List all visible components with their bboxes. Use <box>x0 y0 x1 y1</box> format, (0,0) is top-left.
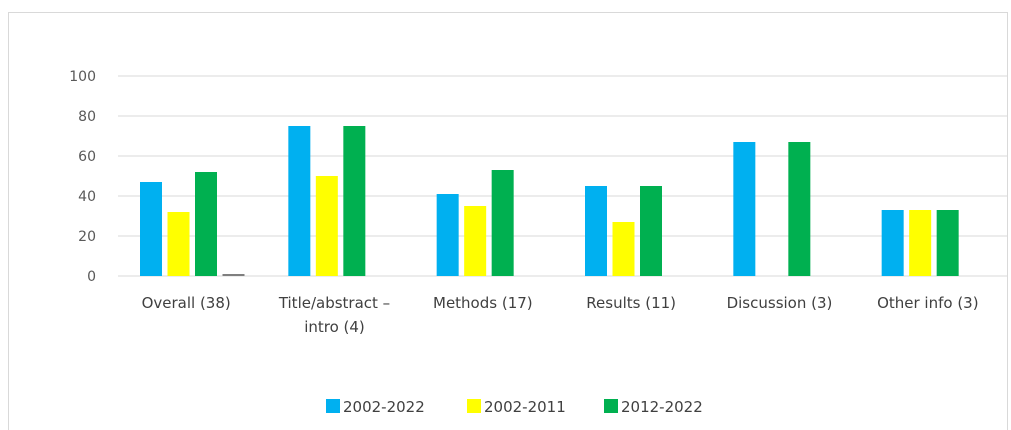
bar-2002-2022-4 <box>733 142 756 276</box>
x-category-label: Overall (38) <box>142 294 231 312</box>
y-axis: 0 20 40 60 80 100 <box>69 69 96 285</box>
bar-2002-2011-5 <box>909 210 932 276</box>
bar-2002-2022-1 <box>288 126 311 276</box>
x-category-label: intro (4) <box>304 318 365 336</box>
bars <box>140 126 959 276</box>
y-tick-label: 0 <box>87 269 96 285</box>
legend: 2002-2022 2002-2011 2012-2022 <box>326 398 703 416</box>
bar-2012-2022-2 <box>491 170 514 276</box>
bar-2002-2022-2 <box>436 194 459 276</box>
legend-label: 2012-2022 <box>621 398 703 416</box>
x-category-label: Discussion (3) <box>727 294 833 312</box>
bar-2002-2022-5 <box>881 210 904 276</box>
y-tick-label: 20 <box>78 229 96 245</box>
bar-2002-2011-1 <box>315 176 338 276</box>
x-category-label: Results (11) <box>586 294 676 312</box>
bar-series-3-0 <box>222 274 245 276</box>
bar-2012-2022-4 <box>788 142 811 276</box>
bar-2012-2022-1 <box>343 126 366 276</box>
bar-2002-2011-2 <box>464 206 487 276</box>
x-category-label: Title/abstract – <box>278 294 390 312</box>
x-axis: Overall (38) Title/abstract – intro (4) Met… <box>142 294 979 336</box>
bar-2002-2022-3 <box>585 186 607 276</box>
bar-2012-2022-3 <box>640 186 662 276</box>
y-tick-label: 40 <box>78 189 96 205</box>
bar-2002-2011-0 <box>167 212 190 276</box>
gridlines <box>118 75 1008 277</box>
legend-swatch-2012-2022 <box>604 399 618 413</box>
legend-swatch-2002-2011 <box>467 399 481 413</box>
y-tick-label: 100 <box>69 69 96 85</box>
bar-2012-2022-0 <box>195 172 217 276</box>
x-category-label: Other info (3) <box>877 294 979 312</box>
bar-2002-2011-3 <box>612 222 635 276</box>
x-category-label: Methods (17) <box>433 294 533 312</box>
y-tick-label: 60 <box>78 149 96 165</box>
bar-2012-2022-5 <box>936 210 959 276</box>
bar-2002-2022-0 <box>140 182 162 276</box>
y-tick-label: 80 <box>78 109 96 125</box>
legend-swatch-2002-2022 <box>326 399 340 413</box>
legend-label: 2002-2011 <box>484 398 566 416</box>
legend-label: 2002-2022 <box>343 398 425 416</box>
